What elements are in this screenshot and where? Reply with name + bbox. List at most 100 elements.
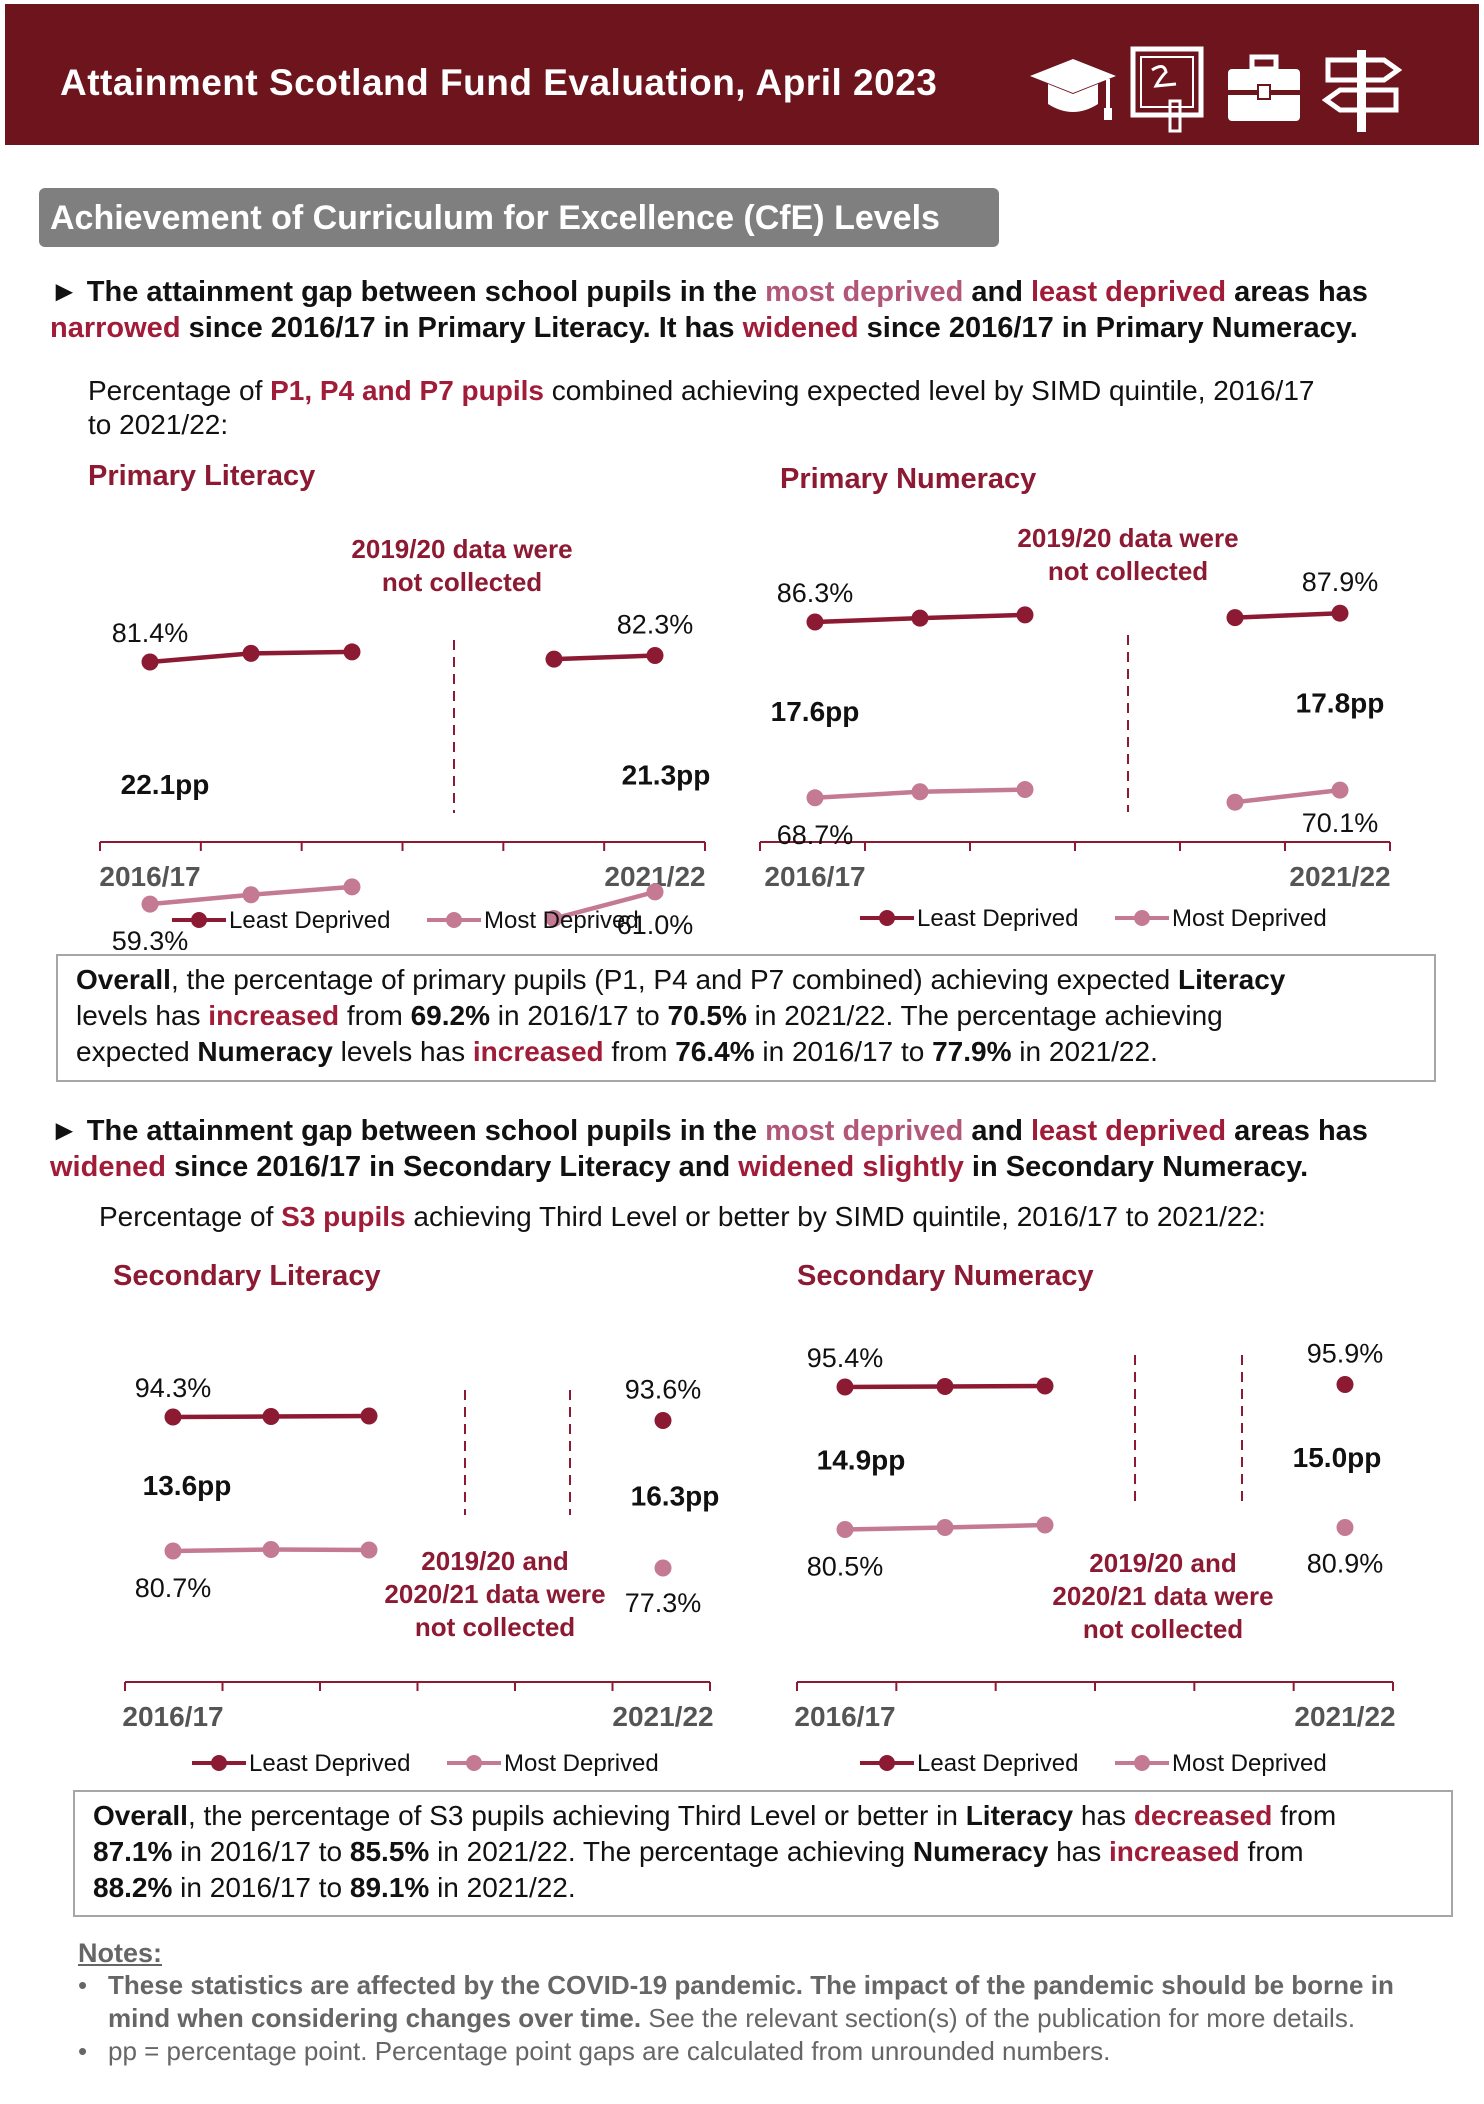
missing-data-note: 2020/21 data were xyxy=(1052,1581,1273,1611)
data-label: 95.4% xyxy=(807,1343,884,1373)
gap-label: 17.8pp xyxy=(1296,688,1385,719)
legend-label: Least Deprived xyxy=(229,907,390,934)
legend-marker-most xyxy=(446,912,462,928)
legend-label: Least Deprived xyxy=(917,1750,1078,1777)
note-item: • These statistics are affected by the C… xyxy=(78,1970,1394,2033)
secondary-headline: ► The attainment gap between school pupi… xyxy=(50,1115,1368,1183)
chart-secondary-numeracy: 2016/17 2021/22 95.4% 95.9% 80.5% 80.9% 14.9pp… xyxy=(794,1339,1395,1778)
data-point xyxy=(936,1378,954,1395)
primary-subtitle: Percentage of P1, P4 and P7 pupils combi… xyxy=(88,375,1315,440)
data-point xyxy=(164,1542,182,1560)
x-tick-label: 2016/17 xyxy=(764,861,865,892)
data-point xyxy=(1036,1516,1054,1534)
data-label: 61.0% xyxy=(617,910,694,940)
chart-primary-numeracy: 2016/17 2021/22 86.3% 87.9% 68.7% 70.1% 17.6pp… xyxy=(759,523,1391,932)
series-line xyxy=(553,653,656,662)
data-point xyxy=(646,883,664,901)
legend-label: Most Deprived xyxy=(484,907,639,934)
data-point xyxy=(654,1559,672,1577)
data-point xyxy=(141,653,159,671)
legend-label: Most Deprived xyxy=(1172,1750,1327,1777)
data-label: 93.6% xyxy=(625,1375,702,1405)
missing-data-note: not collected xyxy=(415,1612,575,1642)
gap-label: 14.9pp xyxy=(817,1444,906,1475)
gap-label: 22.1pp xyxy=(121,769,210,800)
x-tick-label: 2021/22 xyxy=(612,1701,713,1732)
data-label: 95.9% xyxy=(1307,1339,1384,1369)
graduation-cap-icon xyxy=(1030,59,1116,120)
data-label: 77.3% xyxy=(625,1588,702,1618)
secondary-subtitle: Percentage of S3 pupils achieving Third … xyxy=(99,1201,1266,1232)
x-tick-label: 2016/17 xyxy=(122,1701,223,1732)
data-label: 87.9% xyxy=(1302,567,1379,597)
primary-summary-box: Overall, the percentage of primary pupil… xyxy=(56,954,1436,1082)
data-point xyxy=(141,895,159,913)
x-tick-label: 2021/22 xyxy=(1289,861,1390,892)
legend-label: Least Deprived xyxy=(249,1750,410,1777)
chart-title-secondary-numeracy: Secondary Numeracy xyxy=(797,1260,1094,1292)
data-point xyxy=(242,886,260,904)
data-label: 82.3% xyxy=(617,610,694,640)
data-label: 80.9% xyxy=(1307,1549,1384,1579)
data-label: 70.1% xyxy=(1302,808,1379,838)
section-banner xyxy=(39,188,999,247)
data-point xyxy=(343,643,361,661)
missing-data-note: not collected xyxy=(1083,1614,1243,1644)
data-point xyxy=(360,1407,378,1425)
data-point xyxy=(836,1521,854,1538)
legend-marker-least xyxy=(879,1755,895,1771)
briefcase-icon xyxy=(1228,54,1300,121)
missing-data-note: 2019/20 and xyxy=(421,1546,568,1576)
data-point xyxy=(1016,781,1034,799)
series-line xyxy=(553,889,656,921)
data-point xyxy=(360,1541,378,1559)
arrow-right-icon: ► xyxy=(50,1115,87,1147)
signpost-icon xyxy=(1322,50,1402,132)
data-label: 59.3% xyxy=(112,926,189,950)
data-point xyxy=(1331,604,1349,622)
legend-label: Most Deprived xyxy=(504,1750,659,1777)
data-point xyxy=(242,644,260,662)
whiteboard-icon xyxy=(1130,46,1204,133)
chart-title-primary-literacy: Primary Literacy xyxy=(88,460,316,492)
series-line xyxy=(1234,610,1341,620)
data-label: 80.5% xyxy=(807,1552,884,1582)
data-point xyxy=(545,910,563,928)
legend-marker-most xyxy=(466,1755,482,1771)
data-point xyxy=(806,613,824,631)
missing-data-note: 2019/20 data were xyxy=(1017,523,1238,553)
notes: Notes: • These statistics are affected b… xyxy=(78,1938,1458,2068)
data-label: 80.7% xyxy=(135,1573,212,1603)
legend-label: Most Deprived xyxy=(1172,905,1327,932)
gap-label: 17.6pp xyxy=(771,696,860,727)
data-point xyxy=(1226,793,1244,811)
missing-data-note: not collected xyxy=(382,567,542,597)
data-label: 81.4% xyxy=(112,618,189,648)
gap-label: 16.3pp xyxy=(631,1480,720,1511)
x-tick-label: 2016/17 xyxy=(794,1701,895,1732)
data-point xyxy=(1336,1376,1354,1393)
legend-marker-least xyxy=(879,910,895,926)
data-point xyxy=(262,1541,280,1558)
data-point xyxy=(262,1408,280,1425)
data-point xyxy=(1016,606,1034,624)
secondary-summary-box: Overall, the percentage of S3 pupils ach… xyxy=(73,1790,1453,1917)
legend-marker-least xyxy=(211,1755,227,1771)
data-point xyxy=(1336,1519,1354,1536)
missing-data-note: 2019/20 and xyxy=(1089,1548,1236,1578)
data-point xyxy=(1331,781,1349,799)
primary-headline: ► The attainment gap between school pupi… xyxy=(50,276,1368,344)
missing-data-note: not collected xyxy=(1048,556,1208,586)
data-point xyxy=(911,783,929,801)
legend-marker-most xyxy=(1134,910,1150,926)
page-title: Attainment Scotland Fund Evaluation, Apr… xyxy=(60,62,938,103)
note-item: • pp = percentage point. Percentage poin… xyxy=(78,2036,1111,2066)
data-label: 68.7% xyxy=(777,820,854,850)
data-point xyxy=(646,647,664,665)
x-tick-label: 2021/22 xyxy=(1294,1701,1395,1732)
gap-label: 21.3pp xyxy=(622,760,711,791)
missing-data-note: 2019/20 data were xyxy=(351,534,572,564)
gap-label: 15.0pp xyxy=(1293,1442,1382,1473)
legend-marker-least xyxy=(191,912,207,928)
